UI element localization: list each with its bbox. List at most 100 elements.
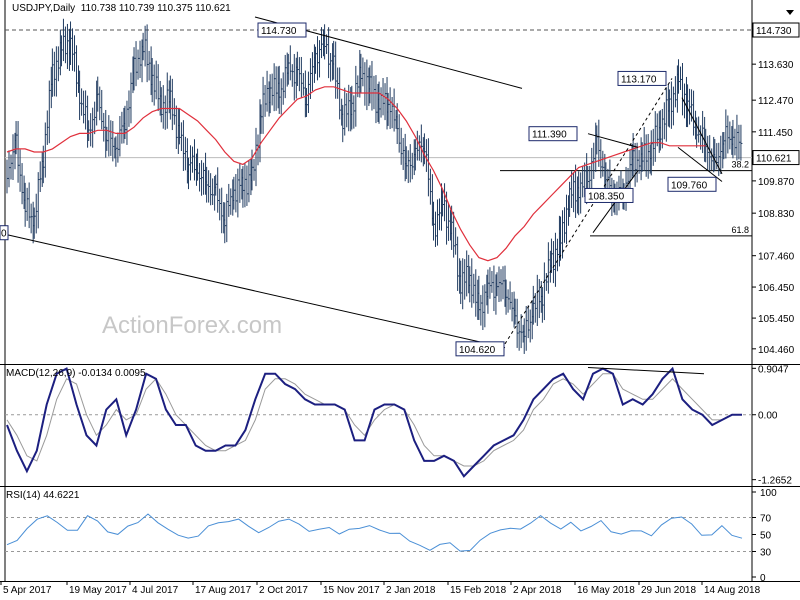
rsi-header: RSI(14) 44.6221 (6, 490, 80, 501)
price-bar (729, 121, 732, 150)
price-bar (661, 108, 664, 149)
price-bar (444, 183, 447, 222)
price-bar (532, 285, 535, 325)
price-bar (409, 144, 412, 183)
price-bar (291, 64, 294, 87)
price-bar (554, 232, 557, 287)
price-bar (112, 121, 115, 162)
price-bar (273, 63, 276, 112)
price-tick-label: 112.470 (758, 96, 794, 107)
price-bar (248, 160, 251, 203)
price-bar (709, 135, 712, 173)
price-bar (738, 124, 741, 160)
price-annotation-label: 114.730 (261, 26, 297, 37)
price-bar (541, 287, 544, 323)
price-bar (496, 272, 499, 297)
price-bar (321, 27, 324, 59)
price-bar (302, 73, 305, 96)
price-bar (525, 306, 528, 351)
price-bar (210, 173, 213, 206)
price-bar (411, 152, 414, 180)
moving-average-line (6, 86, 706, 262)
price-bar (88, 120, 91, 142)
channel-lower-line (4, 233, 506, 349)
price-bar (70, 21, 73, 65)
price-bar (702, 110, 705, 154)
price-bar (275, 66, 278, 111)
price-bar (319, 40, 322, 78)
price-tick-label: 108.830 (758, 209, 795, 220)
price-bar (344, 87, 347, 136)
price-bar (35, 193, 38, 234)
price-bar (429, 168, 432, 205)
price-tick-label: 107.460 (758, 252, 795, 263)
price-bar (734, 128, 737, 156)
macd-signal-line (6, 373, 742, 467)
price-bar (484, 284, 487, 328)
price-bar (137, 49, 140, 80)
price-bar (253, 158, 256, 181)
price-bar (453, 211, 456, 258)
price-bar (57, 46, 60, 82)
price-bar (478, 275, 481, 320)
price-bar (119, 116, 122, 157)
price-bar (146, 24, 149, 83)
price-bar (663, 102, 666, 140)
price-bar (139, 40, 142, 79)
price-bar (605, 162, 608, 190)
price-bar (10, 154, 13, 180)
price-bar (665, 87, 668, 142)
price-bar (203, 162, 206, 195)
price-bar (19, 149, 22, 192)
price-bar (502, 266, 505, 300)
price-bar (457, 236, 460, 291)
price-bar (425, 139, 428, 172)
price-bar (714, 139, 717, 171)
price-bar (280, 78, 283, 115)
price-bar (672, 86, 675, 126)
price-bar (516, 298, 519, 348)
price-bar (442, 190, 445, 217)
price-bar (529, 309, 532, 343)
price-bar (683, 83, 686, 119)
time-tick-label: 5 Apr 2017 (3, 585, 52, 596)
price-bar (582, 165, 585, 198)
price-bar (182, 120, 185, 171)
price-bar (393, 88, 396, 132)
time-tick-label: 2 Jan 2018 (386, 585, 436, 596)
price-bar (92, 107, 95, 148)
price-bar (732, 119, 735, 159)
price-bar (580, 172, 583, 214)
price-bar (380, 87, 383, 118)
price-bar (647, 133, 650, 179)
price-bar (438, 198, 441, 231)
price-bar (51, 48, 54, 97)
price-bar (81, 88, 84, 116)
price-bar (573, 172, 576, 213)
price-bar (636, 142, 639, 183)
time-tick-label: 2 Apr 2018 (513, 585, 562, 596)
price-tick-label: 106.450 (758, 283, 795, 294)
price-bar (475, 269, 478, 317)
price-tick-label: 109.870 (758, 177, 795, 188)
price-bar (677, 59, 680, 94)
price-bar (357, 75, 360, 98)
price-bar (552, 241, 555, 284)
price-bar (260, 104, 263, 134)
macd-line (6, 366, 742, 478)
price-bar (55, 46, 58, 97)
price-bar (17, 121, 20, 183)
left-annotation-label: 0 (1, 229, 7, 240)
price-bar (670, 81, 673, 129)
price-bar (434, 211, 437, 247)
price-bar (76, 45, 79, 97)
price-bar (575, 164, 578, 218)
price-bar (6, 159, 9, 194)
price-bar (79, 70, 82, 120)
price-bar (634, 142, 637, 187)
price-bar (30, 203, 33, 234)
price-bar (39, 161, 42, 193)
chart-header: USDJPY,Daily 110.738 110.739 110.375 110… (12, 3, 231, 14)
price-bar (679, 66, 682, 91)
